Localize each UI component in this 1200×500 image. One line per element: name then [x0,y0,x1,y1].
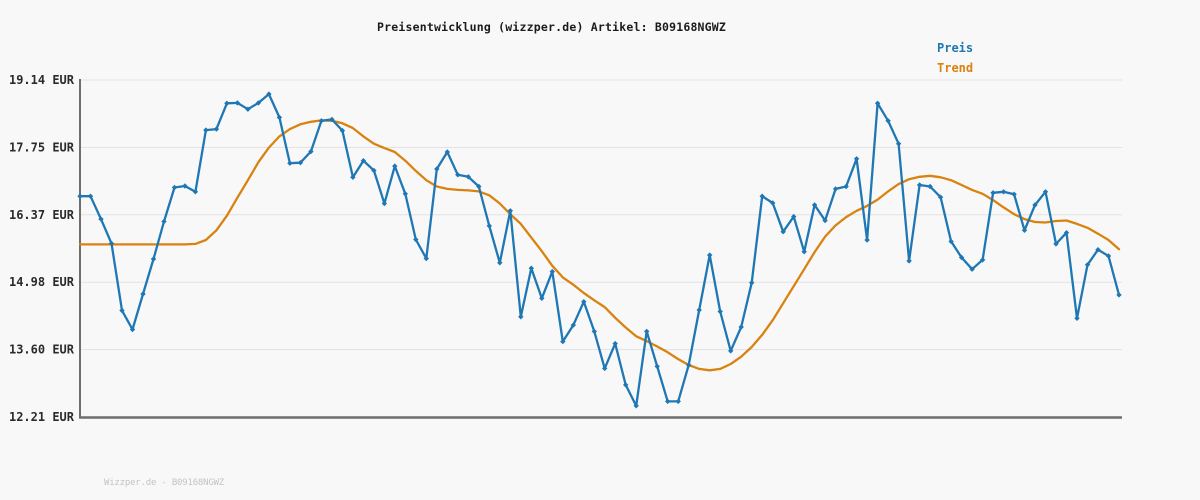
legend: Preis Trend [937,38,973,78]
page-title: Preisentwicklung (wizzper.de) Artikel: B… [377,20,727,34]
y-tick-label: 19.14 EUR [9,73,75,87]
legend-item-trend: Trend [937,61,974,75]
y-tick-label: 12.21 EUR [9,410,75,424]
price-markers [77,91,1122,409]
trend-line [78,119,1121,372]
y-tick-label: 14.98 EUR [9,275,75,289]
footer-watermark: Wizzper.de - B09168NGWZ [104,478,225,488]
y-tick-label: 13.60 EUR [9,343,75,357]
y-tick-label: 16.37 EUR [9,208,75,222]
price-line [78,92,1121,407]
legend-item-preis: Preis [937,41,974,55]
y-tick-label: 17.75 EUR [9,140,75,154]
